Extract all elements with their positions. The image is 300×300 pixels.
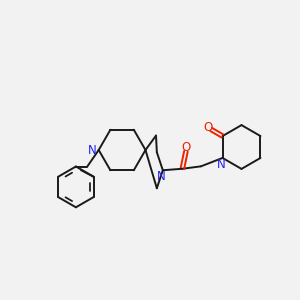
Text: N: N: [88, 143, 97, 157]
Text: N: N: [157, 170, 166, 183]
Text: O: O: [181, 141, 190, 154]
Text: O: O: [203, 121, 212, 134]
Text: N: N: [217, 158, 226, 171]
